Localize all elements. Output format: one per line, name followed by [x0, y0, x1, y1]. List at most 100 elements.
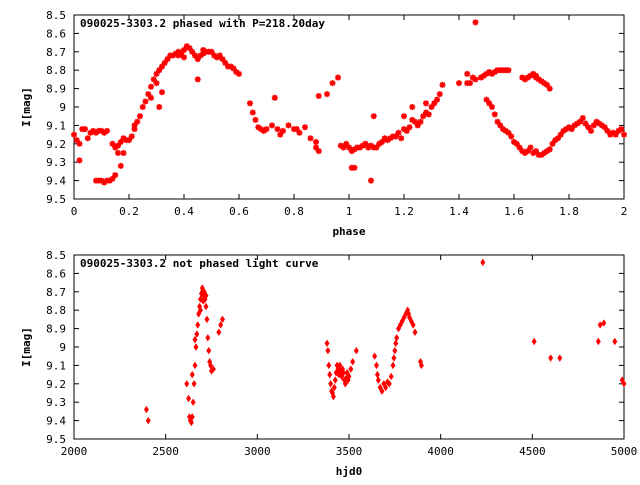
- data-point: [216, 52, 223, 59]
- data-point: [574, 120, 581, 127]
- data-point: [208, 361, 214, 370]
- data-point: [117, 138, 124, 145]
- data-point: [145, 416, 151, 425]
- data-point: [159, 63, 165, 70]
- data-point: [390, 361, 396, 370]
- data-point: [73, 137, 80, 144]
- data-point: [398, 135, 405, 142]
- data-point: [568, 126, 575, 133]
- data-point: [192, 335, 198, 344]
- data-point: [392, 346, 398, 355]
- plot-frame: [73, 254, 625, 440]
- data-point: [508, 133, 515, 140]
- x-tick-label: 2500: [152, 445, 179, 458]
- data-point: [329, 80, 336, 87]
- data-point: [469, 74, 476, 81]
- data-point: [191, 380, 197, 388]
- data-point: [579, 115, 586, 122]
- data-point: [252, 116, 259, 123]
- data-point: [612, 131, 619, 138]
- data-point: [362, 140, 369, 147]
- data-point: [552, 137, 559, 144]
- data-point: [315, 148, 322, 155]
- data-point: [307, 135, 314, 142]
- data-point: [505, 129, 512, 136]
- data-point: [414, 122, 421, 129]
- y-tick-label: 8.7: [46, 46, 66, 59]
- data-point: [511, 138, 517, 145]
- data-point: [519, 74, 526, 81]
- data-point: [208, 48, 215, 55]
- unphased-light-curve-panel: 2000 2500 3000 3500 4000 4500 5000 8.5 8.6 8.7 8.8…: [20, 249, 637, 478]
- data-point: [205, 334, 211, 342]
- phased-light-curve-panel: 0 0.2 0.4 0.6 0.8 1 1.2 1.4 1.6 1.8 2 8.5 8.6 8.7 8.8 8…: [20, 9, 627, 238]
- data-point: [544, 81, 550, 88]
- data-point: [489, 70, 495, 77]
- data-point: [480, 72, 487, 79]
- data-point: [351, 164, 358, 171]
- data-point: [189, 370, 195, 379]
- data-point: [524, 148, 531, 155]
- data-point: [330, 392, 336, 401]
- data-point: [204, 315, 210, 324]
- data-point: [143, 405, 149, 414]
- data-point: [126, 137, 132, 144]
- y-tick-label: 9.3: [46, 156, 66, 169]
- y-tick-label: 9.2: [46, 378, 66, 391]
- x-tick-label: 4000: [427, 445, 454, 458]
- data-point: [233, 69, 240, 76]
- data-point: [186, 394, 192, 403]
- x-tick-label: 1.6: [504, 205, 524, 218]
- data-point: [601, 124, 608, 131]
- x-tick-label: 1: [346, 205, 353, 218]
- y-tick-label: 8.6: [46, 27, 66, 40]
- data-point: [296, 129, 303, 136]
- data-point: [546, 85, 553, 92]
- data-point: [571, 122, 578, 129]
- data-point: [417, 118, 424, 125]
- data-point: [164, 56, 171, 63]
- data-point: [394, 334, 400, 342]
- data-point: [368, 142, 374, 149]
- data-point: [153, 80, 160, 87]
- data-point: [117, 162, 124, 169]
- data-point: [210, 365, 216, 373]
- data-point: [350, 357, 356, 366]
- y-tick-label: 8.5: [46, 249, 66, 262]
- data-point: [189, 48, 196, 55]
- data-point: [357, 144, 363, 151]
- data-point: [343, 140, 350, 147]
- data-point: [199, 284, 205, 292]
- data-point: [247, 100, 253, 107]
- x-tick-label: 0.4: [174, 205, 194, 218]
- x-tick-label: 0.2: [119, 205, 139, 218]
- data-point: [175, 52, 182, 59]
- data-point: [392, 133, 399, 140]
- data-point: [418, 361, 424, 370]
- y-tick-label: 9.3: [46, 396, 66, 409]
- data-point: [436, 91, 443, 98]
- data-point: [348, 365, 354, 373]
- y-axis-label: I[mag]: [20, 87, 33, 127]
- data-point: [531, 337, 537, 346]
- data-point: [621, 131, 627, 138]
- data-point: [403, 127, 410, 134]
- data-point: [170, 52, 176, 59]
- data-point: [370, 113, 377, 120]
- y-tick-label: 9.4: [46, 175, 66, 188]
- data-point: [189, 413, 195, 421]
- data-point: [533, 72, 539, 79]
- data-point: [478, 74, 484, 81]
- data-point: [285, 122, 292, 129]
- y-tick-label: 8.5: [46, 9, 66, 22]
- data-point: [541, 80, 548, 87]
- chart-title: 090025-3303.2 not phased light curve: [80, 257, 319, 270]
- y-tick-label: 9.1: [46, 359, 66, 372]
- data-point: [483, 70, 490, 77]
- x-tick-label: 1.4: [449, 205, 469, 218]
- data-point: [188, 418, 194, 427]
- y-tick-label: 8.8: [46, 304, 66, 317]
- data-point: [524, 74, 531, 81]
- data-point: [293, 126, 300, 133]
